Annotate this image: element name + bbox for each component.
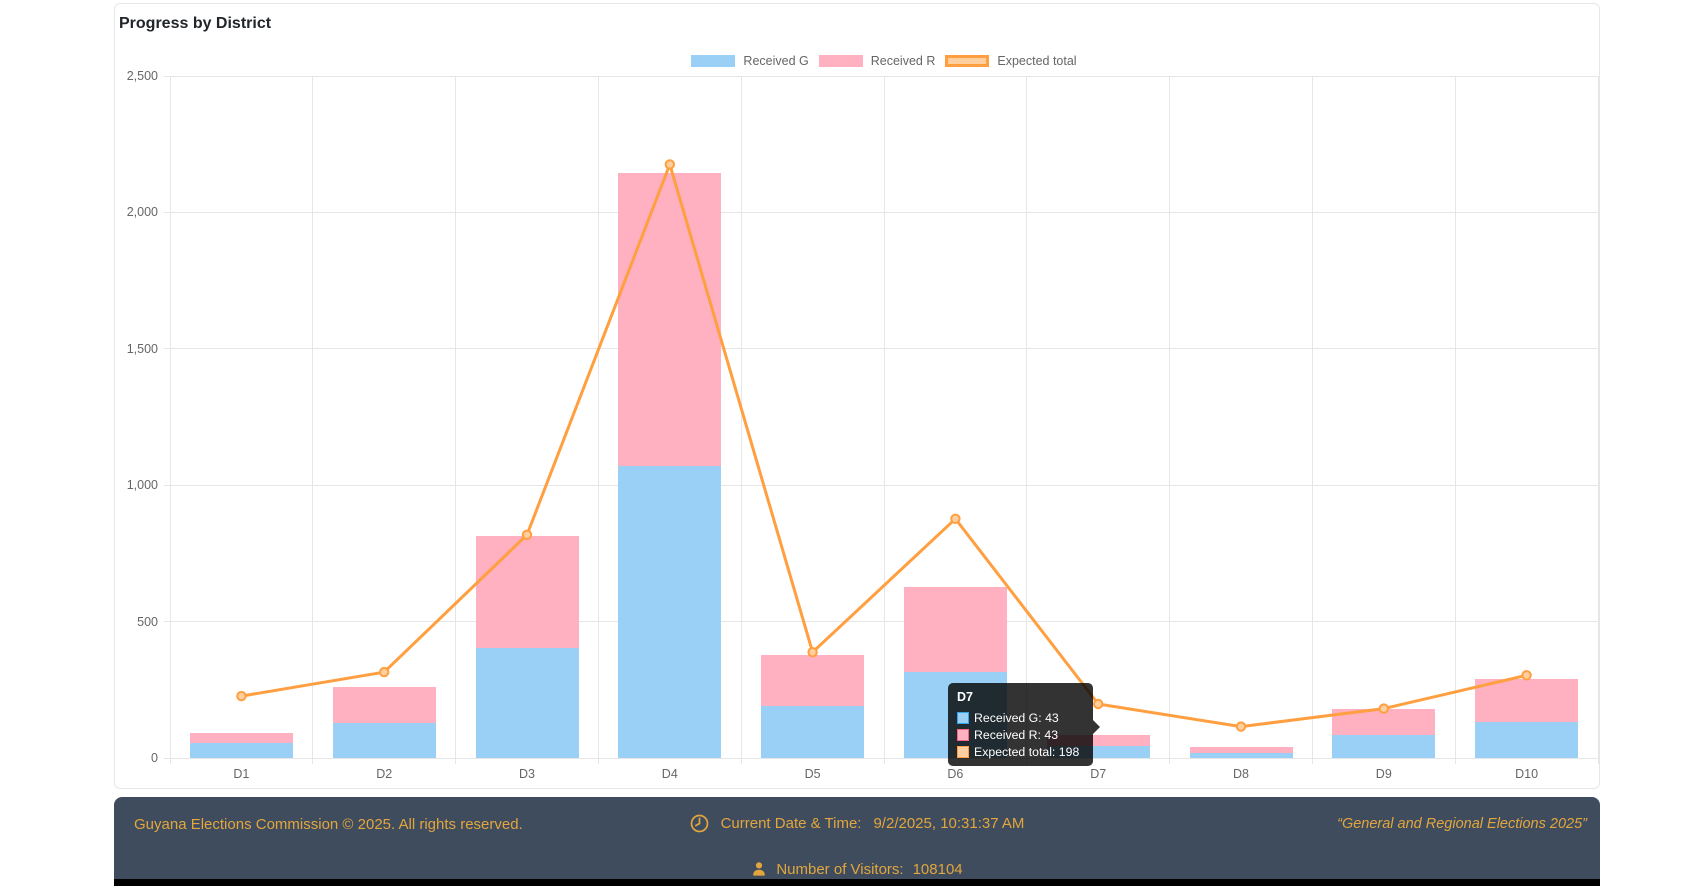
y-gridline — [164, 75, 1598, 77]
expected-total-point-d3[interactable] — [521, 529, 533, 540]
x-gridline — [1169, 76, 1171, 764]
y-gridline — [164, 348, 1598, 350]
bar-received-r-d10[interactable] — [1475, 679, 1579, 722]
footer — [114, 797, 1600, 886]
footer-datetime-value: 9/2/2025, 10:31:37 AM — [873, 815, 1025, 832]
bar-received-g-d2[interactable] — [332, 723, 436, 758]
bar-received-r-d4[interactable] — [618, 173, 722, 467]
footer-visitors-value: 108104 — [912, 860, 963, 878]
x-gridline — [1311, 76, 1313, 764]
y-gridline — [164, 211, 1598, 213]
footer-bottom-bar — [114, 879, 1600, 886]
footer-row-main: Guyana Elections Commission © 2025. All … — [114, 814, 1600, 838]
bar-received-g-d8[interactable] — [1189, 752, 1293, 758]
x-gridline — [1454, 76, 1456, 764]
bar-received-g-d3[interactable] — [475, 648, 579, 758]
x-axis-label-d8: D8 — [1233, 767, 1249, 781]
tooltip-title: D7 — [957, 690, 973, 704]
y-axis-tick-label: 1,500 — [126, 341, 158, 356]
tooltip-caret-icon — [1093, 720, 1100, 734]
footer-copyright: Guyana Elections Commission © 2025. All … — [134, 816, 523, 833]
y-gridline — [164, 484, 1598, 486]
footer-row-visitors: Number of Visitors: 108104 — [114, 858, 1600, 880]
expected-total-point-d5[interactable] — [807, 647, 818, 658]
plot-area — [164, 75, 1599, 764]
bar-received-g-d4[interactable] — [618, 466, 722, 758]
expected-total-point-d2[interactable] — [379, 666, 390, 678]
clock-icon — [690, 814, 708, 833]
expected-total-point-d10[interactable] — [1521, 670, 1532, 681]
legend-label: Received R — [870, 54, 936, 68]
bar-received-g-d5[interactable] — [761, 706, 865, 758]
y-axis-tick-label: 500 — [137, 614, 158, 629]
x-axis-label-d3: D3 — [519, 767, 535, 781]
legend-item-expected-total[interactable]: Expected total — [945, 54, 1077, 68]
x-axis-label-d9: D9 — [1375, 767, 1392, 781]
received-r-swatch-icon — [957, 729, 969, 741]
legend-swatch-expected-total-icon — [945, 55, 990, 67]
y-gridline — [164, 621, 1598, 623]
tooltip-row: Received G: 43 — [957, 711, 1084, 725]
expected-total-point-d8[interactable] — [1235, 721, 1247, 732]
x-axis-label-d4: D4 — [661, 767, 678, 781]
expected-total-point-d7[interactable] — [1093, 698, 1104, 710]
legend-label: Received G — [743, 54, 809, 68]
x-gridline — [1597, 76, 1599, 764]
x-axis-label-d5: D5 — [804, 767, 821, 781]
tooltip-row-text: Expected total: 198 — [974, 745, 1080, 759]
legend-item-received-r[interactable]: Received R — [818, 54, 936, 68]
bar-received-r-d8[interactable] — [1189, 746, 1293, 753]
x-axis-label-d2: D2 — [376, 767, 393, 781]
tooltip-row-text: Received R: 43 — [974, 728, 1059, 742]
bar-received-r-d1[interactable] — [189, 732, 293, 743]
x-gridline — [883, 76, 885, 764]
bar-received-g-d10[interactable] — [1475, 721, 1579, 758]
chart-tooltip: D7 Received G: 43 Received R: 43 Expecte… — [948, 683, 1100, 766]
bar-received-g-d1[interactable] — [189, 742, 293, 758]
bar-received-g-d7[interactable] — [1046, 746, 1150, 758]
bar-received-r-d3[interactable] — [475, 536, 579, 649]
y-gridline — [164, 757, 1598, 759]
x-gridline — [455, 76, 457, 764]
y-axis-tick-label: 0 — [151, 751, 158, 765]
expected-total-point-d6[interactable] — [950, 513, 961, 524]
person-icon — [753, 862, 766, 876]
x-axis-label-d7: D7 — [1090, 767, 1107, 781]
legend-label: Expected total — [997, 54, 1077, 68]
y-axis-line — [169, 76, 171, 764]
x-gridline — [1026, 76, 1028, 764]
x-axis-label-d6: D6 — [947, 767, 964, 781]
chart-title: Progress by District — [119, 15, 272, 32]
tooltip-row-text: Received G: 43 — [974, 711, 1059, 725]
footer-datetime: Current Date & Time: 9/2/2025, 10:31:37 … — [114, 814, 1600, 833]
footer-visitors-label: Number of Visitors: — [776, 860, 904, 878]
bar-received-r-d5[interactable] — [761, 655, 865, 707]
expected-total-point-d9[interactable] — [1378, 703, 1390, 714]
expected-total-point-d4[interactable] — [664, 159, 675, 170]
received-g-swatch-icon — [957, 712, 969, 724]
bar-received-r-d7[interactable] — [1046, 734, 1150, 747]
y-axis-tick-label: 1,000 — [126, 478, 158, 493]
footer-slogan: “General and Regional Elections 2025” — [1337, 816, 1587, 832]
bar-received-r-d2[interactable] — [332, 686, 436, 724]
x-axis-label-d1: D1 — [233, 767, 250, 781]
tooltip-row: Received R: 43 — [957, 728, 1084, 742]
x-gridline — [597, 76, 599, 764]
bar-received-g-d9[interactable] — [1332, 734, 1436, 758]
chart-legend: Received G Received R Expected total — [170, 53, 1598, 69]
x-gridline — [740, 76, 742, 764]
expected-total-swatch-icon — [957, 746, 969, 758]
legend-swatch-received-g-icon — [691, 55, 736, 67]
legend-swatch-received-r-icon — [818, 55, 863, 67]
expected-total-point-d1[interactable] — [236, 690, 247, 702]
y-axis-tick-label: 2,500 — [126, 69, 158, 83]
bar-received-r-d6[interactable] — [903, 587, 1007, 673]
footer-datetime-label: Current Date & Time: — [720, 815, 862, 832]
x-gridline — [312, 76, 314, 764]
x-axis-label-d10: D10 — [1515, 767, 1539, 781]
y-axis-tick-label: 2,000 — [126, 205, 158, 220]
tooltip-row: Expected total: 198 — [957, 745, 1084, 759]
legend-item-received-g[interactable]: Received G — [691, 54, 809, 68]
expected-total-line — [236, 159, 1532, 732]
